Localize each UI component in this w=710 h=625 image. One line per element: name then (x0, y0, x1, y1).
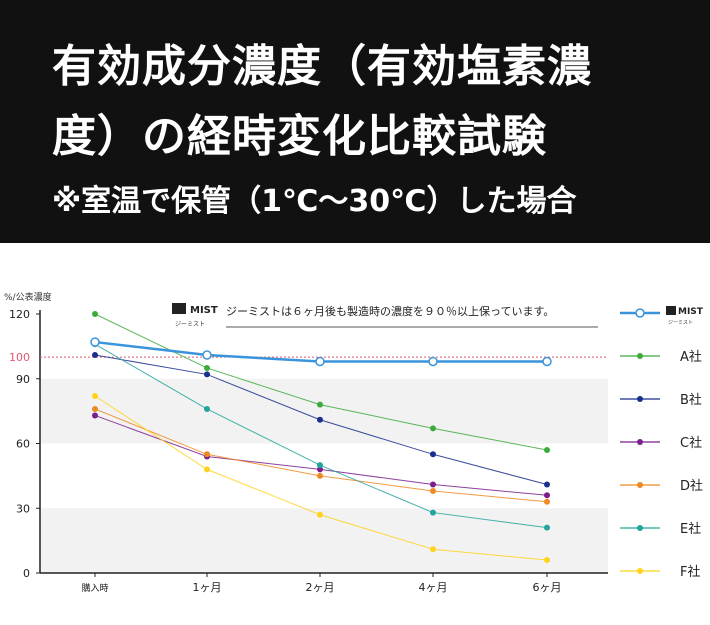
y-tick-label: 0 (23, 567, 30, 580)
legend-label: D社 (680, 478, 703, 494)
data-point (544, 481, 550, 488)
data-point (204, 451, 210, 458)
data-point (544, 492, 550, 499)
y-tick-label: 90 (16, 373, 30, 386)
legend-marker (637, 568, 643, 574)
data-point (430, 487, 436, 494)
grid-band (40, 378, 608, 444)
legend-marker (637, 482, 643, 488)
data-point (90, 337, 100, 347)
data-point (544, 524, 550, 531)
data-point (544, 498, 550, 505)
data-point (317, 466, 323, 473)
y-tick-label: 60 (16, 438, 30, 451)
title-banner: 有効成分濃度（有効塩素濃 度）の経時変化比較試験 ※室温で保管（1℃〜30℃）し… (0, 0, 710, 243)
x-tick-label: 1ヶ月 (193, 581, 222, 594)
x-tick-label: 購入時 (81, 582, 108, 594)
data-point (92, 352, 98, 359)
data-point (430, 509, 436, 516)
data-point (204, 466, 210, 473)
legend-label: C社 (680, 435, 702, 451)
data-point (317, 401, 323, 408)
data-point (430, 481, 436, 488)
data-point (542, 356, 552, 367)
note-logo-brand: MIST (190, 305, 218, 316)
data-point (202, 350, 212, 360)
data-point (317, 472, 323, 479)
concentration-line-chart: %/公表濃度 0 30 60 90 120 100 購入時 1ヶ月 2ヶ月 4ヶ月 6ヶ月 MIST ジー… (4, 291, 704, 594)
data-point (430, 425, 436, 432)
x-tick-label: 4ヶ月 (419, 581, 448, 594)
data-point (430, 546, 436, 553)
subtitle: ※室温で保管（1℃〜30℃）した場合 (52, 184, 577, 219)
data-point (204, 364, 210, 371)
y-tick-label: 30 (16, 502, 30, 515)
data-point (544, 446, 550, 453)
legend-label: A社 (680, 349, 702, 365)
legend-label: E社 (680, 521, 701, 537)
data-point (428, 356, 438, 367)
data-point (92, 311, 98, 317)
data-point (92, 412, 98, 419)
note-logo-icon (172, 303, 186, 314)
x-tick-label: 6ヶ月 (533, 581, 562, 594)
data-point (430, 451, 436, 458)
y-axis-label: %/公表濃度 (4, 291, 52, 303)
legend-marker (637, 353, 643, 359)
data-point (204, 405, 210, 412)
data-point (92, 405, 98, 412)
note-logo-sub: ジーミスト (175, 321, 205, 328)
data-point (317, 416, 323, 423)
legend-marker (637, 525, 643, 531)
legend-marker (637, 439, 643, 445)
title-line-1: 有効成分濃度（有効塩素濃 (52, 41, 592, 92)
data-point (544, 557, 550, 564)
title-line-2: 度）の経時変化比較試験 (52, 111, 547, 162)
note-text: ジーミストは６ヶ月後も製造時の濃度を９０％以上保っています。 (226, 304, 554, 318)
legend-logo-sub: ジーミスト (668, 320, 693, 326)
data-point (315, 356, 325, 367)
legend-label: F社 (680, 564, 700, 580)
legend-marker (637, 396, 643, 402)
data-point (317, 462, 323, 469)
legend-logo-icon (666, 306, 676, 315)
y-tick-label: 120 (9, 308, 30, 321)
legend-label: B社 (680, 392, 702, 408)
legend-label: MIST (678, 307, 704, 317)
grid-band (40, 508, 608, 573)
data-point (92, 393, 98, 400)
x-tick-label: 2ヶ月 (306, 581, 335, 594)
reference-line-label: 100 (9, 351, 30, 364)
data-point (204, 371, 210, 378)
legend-marker (635, 308, 645, 318)
data-point (317, 511, 323, 518)
